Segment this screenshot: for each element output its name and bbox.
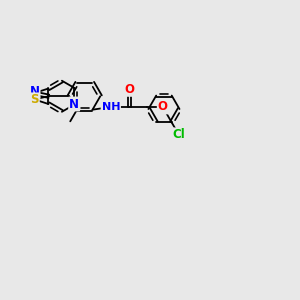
Text: O: O <box>158 100 168 113</box>
Text: N: N <box>30 85 40 98</box>
Text: Cl: Cl <box>172 128 185 141</box>
Text: NH: NH <box>102 102 120 112</box>
Text: O: O <box>124 83 134 96</box>
Text: S: S <box>30 93 39 106</box>
Text: N: N <box>69 98 79 110</box>
